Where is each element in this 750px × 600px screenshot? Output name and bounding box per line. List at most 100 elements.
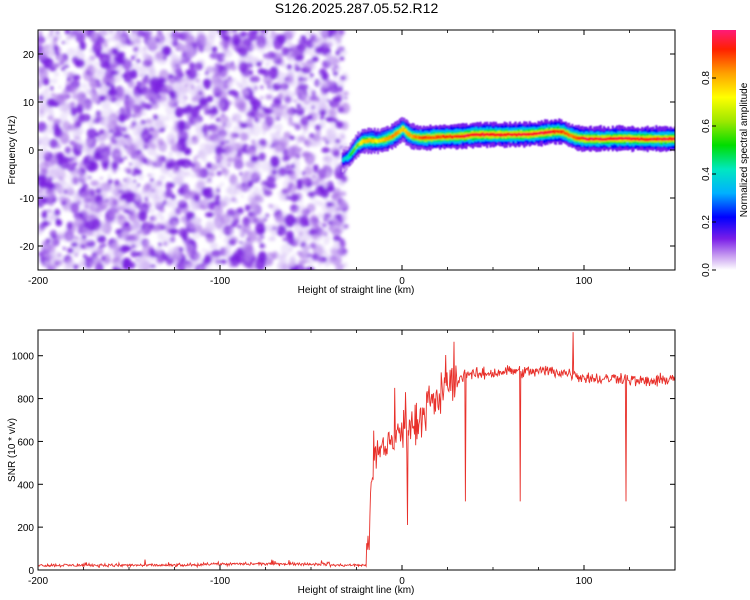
ridge-cell	[641, 137, 644, 141]
noise-blob	[228, 239, 236, 246]
noise-blob	[295, 135, 304, 144]
noise-blob	[251, 199, 260, 205]
ridge-cell	[534, 132, 537, 136]
noise-blob	[297, 266, 304, 270]
noise-blob	[57, 186, 64, 195]
noise-blob	[116, 209, 120, 214]
noise-blob	[311, 238, 317, 245]
noise-blob	[38, 175, 46, 182]
noise-blob	[39, 224, 45, 228]
noise-blob	[250, 155, 259, 163]
noise-blob	[176, 110, 182, 117]
noise-blob	[131, 121, 137, 127]
noise-blob	[238, 46, 248, 57]
spectrogram-x-tick-label: -100	[210, 276, 230, 287]
colorbar-gradient	[712, 30, 736, 270]
noise-blob	[107, 173, 112, 179]
spectrogram-x-axis-title: Height of straight line (km)	[298, 285, 415, 296]
noise-blob	[48, 111, 55, 119]
noise-blob	[314, 124, 322, 131]
noise-blob	[311, 105, 315, 110]
noise-blob	[38, 150, 45, 161]
noise-blob	[241, 222, 251, 234]
noise-blob	[69, 33, 75, 38]
noise-blob	[86, 215, 95, 221]
noise-blob	[95, 116, 99, 121]
noise-blob	[51, 199, 57, 203]
noise-blob	[335, 120, 344, 129]
noise-blob	[76, 140, 87, 151]
noise-blob	[323, 223, 327, 226]
noise-blob	[112, 257, 121, 262]
noise-blob	[309, 73, 314, 78]
noise-blob	[291, 166, 301, 178]
noise-blob	[158, 92, 169, 107]
noise-blob	[259, 112, 269, 119]
noise-region	[38, 30, 351, 270]
noise-blob	[171, 206, 182, 217]
noise-blob	[281, 187, 290, 196]
noise-blob	[309, 214, 319, 225]
noise-blob	[269, 66, 279, 80]
noise-blob	[296, 204, 307, 218]
noise-blob	[73, 264, 78, 270]
noise-blob	[108, 208, 116, 219]
noise-blob	[246, 111, 252, 118]
noise-blob	[326, 99, 330, 103]
noise-blob	[150, 226, 161, 233]
noise-blob	[268, 204, 274, 208]
noise-blob	[193, 194, 200, 203]
noise-blob	[47, 68, 51, 71]
noise-blob	[276, 52, 282, 59]
noise-blob	[160, 185, 164, 188]
noise-blob	[261, 123, 269, 133]
noise-blob	[296, 103, 301, 109]
noise-blob	[314, 224, 320, 229]
noise-blob	[339, 199, 348, 208]
noise-blob	[314, 78, 321, 87]
noise-blob	[274, 63, 278, 69]
noise-blob	[190, 84, 195, 90]
noise-blob	[209, 52, 220, 60]
noise-blob	[296, 239, 300, 242]
noise-blob	[95, 212, 104, 218]
noise-blob	[48, 209, 54, 216]
noise-blob	[108, 54, 119, 65]
noise-blob	[158, 242, 162, 247]
noise-blob	[81, 208, 89, 214]
noise-blob	[340, 191, 347, 197]
noise-blob	[75, 63, 80, 66]
noise-blob	[339, 75, 347, 81]
noise-blob	[261, 106, 267, 112]
noise-blob	[340, 214, 347, 221]
colorbar-tick-label: 0.0	[701, 263, 712, 277]
noise-blob	[295, 234, 304, 246]
noise-blob	[230, 253, 241, 267]
noise-blob	[67, 247, 74, 254]
noise-blob	[213, 80, 224, 88]
noise-blob	[165, 162, 173, 170]
noise-blob	[149, 98, 153, 103]
noise-blob	[134, 54, 138, 57]
noise-blob	[340, 102, 351, 114]
noise-blob	[155, 180, 160, 185]
noise-blob	[74, 252, 79, 257]
noise-blob	[325, 139, 330, 145]
noise-blob	[75, 32, 86, 43]
noise-blob	[69, 84, 77, 95]
noise-blob	[193, 100, 197, 105]
noise-blob	[335, 264, 344, 270]
noise-blob	[192, 201, 196, 205]
noise-blob	[229, 140, 237, 149]
noise-blob	[337, 85, 343, 93]
noise-blob	[303, 76, 310, 80]
noise-blob	[293, 99, 298, 103]
noise-blob	[54, 34, 63, 40]
noise-blob	[225, 140, 230, 144]
noise-blob	[302, 249, 308, 257]
noise-blob	[57, 253, 62, 258]
colorbar-tick-label: 0.2	[701, 215, 712, 229]
noise-blob	[131, 220, 142, 234]
noise-blob	[333, 143, 340, 148]
